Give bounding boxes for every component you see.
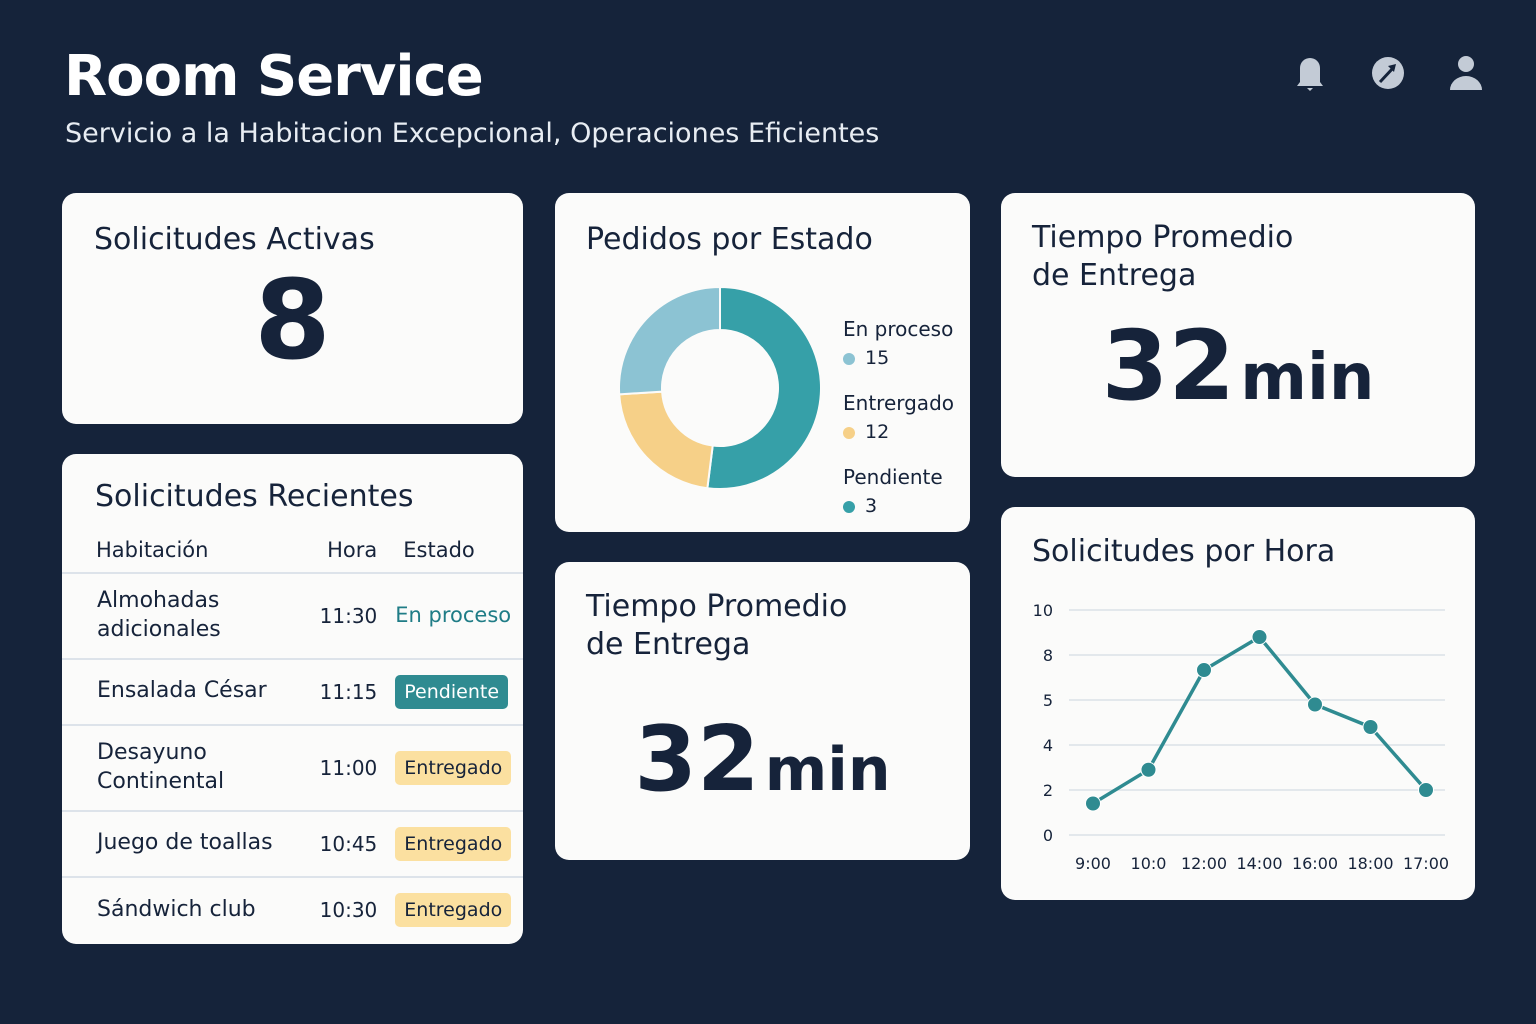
status-cell: Entregado xyxy=(395,723,523,811)
y-tick-label: 8 xyxy=(1043,646,1053,665)
legend-item: En proceso 15 xyxy=(843,317,954,369)
app-subtitle: Servicio a la Habitacion Excepcional, Op… xyxy=(65,118,880,149)
status-badge: Entregado xyxy=(395,750,512,785)
requests-line-chart: 0 2 4 5 8 10 9:00 10:0 12:00 14:00 16:00 18:00 17:00 xyxy=(1033,601,1449,873)
card-title-line2: de Entrega xyxy=(1032,257,1197,293)
compass-icon[interactable] xyxy=(1368,52,1408,92)
item-cell: Almohadas adicionales xyxy=(62,571,312,659)
legend-value: 12 xyxy=(865,421,890,443)
user-icon[interactable] xyxy=(1446,52,1486,92)
avg-time-value: 32 xyxy=(634,707,760,812)
status-badge: Entregado xyxy=(395,893,512,927)
avg-time-value: 32 xyxy=(1101,310,1236,422)
donut-slice xyxy=(706,285,822,490)
data-point xyxy=(1251,629,1268,645)
y-tick-label: 5 xyxy=(1043,691,1053,710)
table-row[interactable]: Sándwich club 10:30 Entregado xyxy=(62,875,523,943)
time-cell: 11:15 xyxy=(312,657,396,725)
legend-dot xyxy=(843,500,855,513)
card-title: Tiempo Promedio xyxy=(586,589,848,624)
table-row[interactable]: Desayuno Continental 11:00 Entregado xyxy=(62,723,523,811)
data-point xyxy=(1140,761,1157,778)
time-cell: 10:45 xyxy=(312,809,396,877)
y-tick-label: 2 xyxy=(1043,781,1053,800)
card-title: Solicitudes Activas xyxy=(94,222,375,257)
legend-item: Entrergado 12 xyxy=(843,391,954,443)
x-tick-label: 14:00 xyxy=(1236,854,1282,873)
status-cell: En proceso xyxy=(395,571,523,659)
avg-time-unit: min xyxy=(764,735,891,805)
x-tick-label: 10:0 xyxy=(1131,854,1167,873)
y-tick-label: 0 xyxy=(1043,826,1053,845)
legend-dot xyxy=(843,352,855,365)
status-cell: Entregado xyxy=(395,809,523,877)
legend-dot xyxy=(843,426,855,439)
recent-requests-card: Solicitudes Recientes Habitación Hora Es… xyxy=(62,454,523,944)
data-point xyxy=(1418,782,1434,798)
status-cell: Entregado xyxy=(395,875,523,943)
column-header: Hora xyxy=(327,537,378,562)
orders-by-status-card: Pedidos por Estado En proceso 15 Entrergad… xyxy=(555,193,970,532)
item-cell: Juego de toallas xyxy=(62,809,312,877)
active-count: 8 xyxy=(254,255,331,384)
active-requests-card: Solicitudes Activas 8 xyxy=(62,193,523,424)
card-title: Solicitudes Recientes xyxy=(95,479,414,514)
donut-slice xyxy=(618,390,714,490)
status-badge: Entregado xyxy=(395,826,512,861)
time-cell: 11:30 xyxy=(312,571,396,659)
item-cell: Desayuno Continental xyxy=(62,723,312,811)
time-cell: 10:30 xyxy=(312,875,396,943)
x-tick-label: 16:00 xyxy=(1292,854,1338,873)
column-header: Habitación xyxy=(96,537,209,562)
data-point xyxy=(1307,696,1323,713)
card-title-line2: de Entrega xyxy=(586,626,751,662)
legend-label: En proceso xyxy=(843,317,954,341)
y-tick-label: 10 xyxy=(1033,601,1053,620)
status-legend: En proceso 15 Entrergado 12 Pendiente 3 xyxy=(843,317,954,539)
x-tick-label: 9:00 xyxy=(1075,854,1111,873)
x-tick-label: 17:00 xyxy=(1403,854,1449,873)
data-point xyxy=(1362,719,1379,735)
chart-title: Solicitudes por Hora xyxy=(1032,534,1336,569)
card-title: Pedidos por Estado xyxy=(586,222,873,257)
legend-label: Entrergado xyxy=(843,391,954,415)
legend-value: 15 xyxy=(865,347,890,369)
item-cell: Ensalada César xyxy=(62,657,312,725)
app-title: Room Service xyxy=(64,44,484,109)
x-tick-label: 18:00 xyxy=(1347,854,1393,873)
card-title: Tiempo Promedio xyxy=(1032,220,1294,255)
table-row[interactable]: Ensalada César 11:15 Pendiente xyxy=(62,657,523,725)
column-header: Estado xyxy=(403,537,475,562)
donut-slice xyxy=(618,285,721,396)
y-tick-label: 4 xyxy=(1043,736,1053,755)
recent-requests-table: Habitación Hora Estado Almohadas adicion… xyxy=(62,538,523,943)
item-cell: Sándwich club xyxy=(62,875,312,943)
time-cell: 11:00 xyxy=(312,723,396,811)
status-badge: Pendiente xyxy=(395,674,509,709)
table-row[interactable]: Juego de toallas 10:45 Entregado xyxy=(62,809,523,877)
legend-item: Pendiente 3 xyxy=(843,465,954,517)
series-line xyxy=(1092,634,1428,805)
avg-delivery-card-top: Tiempo Promedio de Entrega 32 min xyxy=(1001,193,1475,477)
bell-icon[interactable] xyxy=(1290,52,1330,92)
data-point xyxy=(1085,795,1101,812)
avg-time-unit: min xyxy=(1240,341,1375,415)
legend-value: 3 xyxy=(865,495,878,517)
requests-per-hour-card: Solicitudes por Hora 0 2 4 5 8 10 9:00 10:0 12:0… xyxy=(1001,507,1475,900)
header-icons xyxy=(1290,52,1486,92)
status-donut-chart xyxy=(618,285,822,490)
table-row[interactable]: Almohadas adicionales 11:30 En proceso xyxy=(62,571,523,659)
data-point xyxy=(1196,662,1212,678)
x-tick-label: 12:00 xyxy=(1181,854,1227,873)
avg-delivery-card-bottom: Tiempo Promedio de Entrega 32 min xyxy=(555,562,970,860)
status-cell: Pendiente xyxy=(395,657,523,725)
status-text: En proceso xyxy=(395,603,512,627)
legend-label: Pendiente xyxy=(843,465,943,489)
